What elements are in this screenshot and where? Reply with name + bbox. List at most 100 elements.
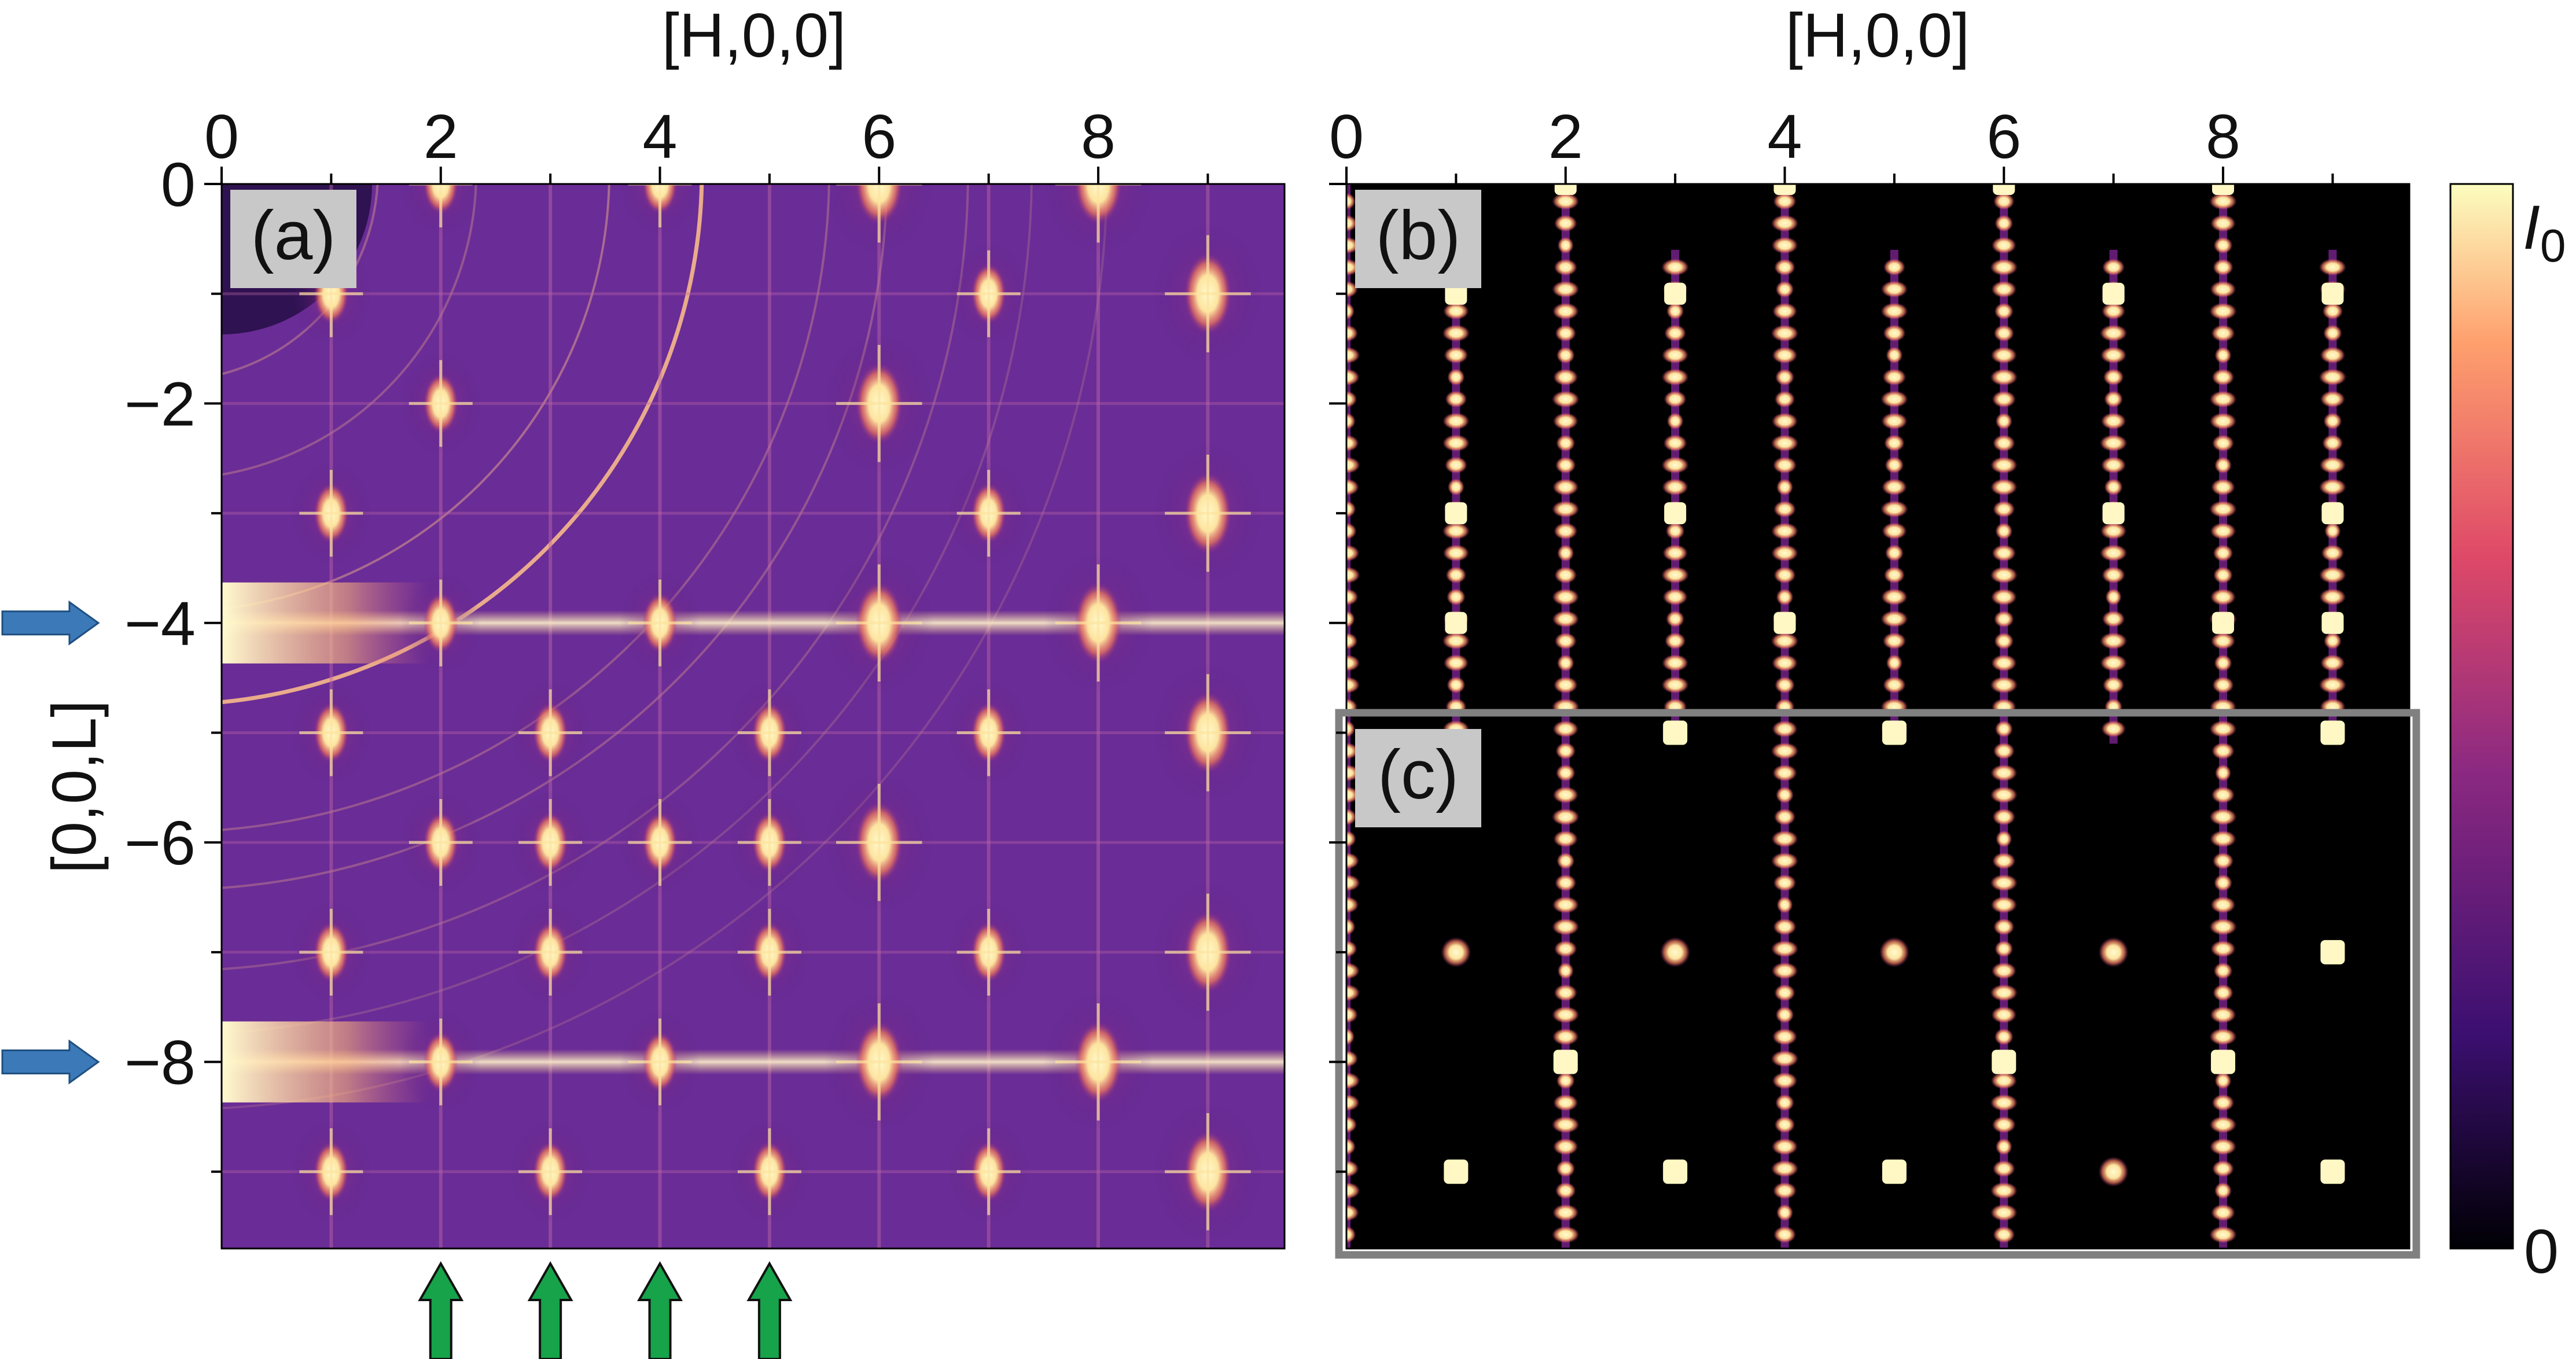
colorbar-min-label: 0 bbox=[2524, 1216, 2559, 1286]
rod-blob bbox=[1992, 544, 2016, 562]
rod-blob bbox=[1554, 940, 1577, 957]
bragg-square bbox=[1993, 184, 2015, 195]
rod-blob bbox=[2213, 544, 2233, 562]
rod-blob bbox=[1772, 347, 1798, 364]
rod-blob bbox=[1346, 984, 1360, 1001]
rod-blob bbox=[2099, 324, 2128, 342]
rod-blob bbox=[2210, 830, 2237, 848]
panel-b-x-tick-label: 4 bbox=[1767, 101, 1802, 171]
rod-blob bbox=[1881, 588, 1908, 606]
rod-blob bbox=[2319, 258, 2347, 276]
column-arrow bbox=[637, 1261, 683, 1359]
bragg-square bbox=[2320, 1159, 2345, 1184]
rod-blob bbox=[1556, 347, 1575, 364]
rod-blob bbox=[1551, 1116, 1580, 1133]
rod-blob bbox=[2319, 588, 2346, 606]
rod-blob bbox=[2213, 874, 2233, 892]
panel-b-xlabel: [H,0,0] bbox=[1786, 0, 1970, 70]
rod-blob bbox=[1552, 1204, 1579, 1221]
rod-blob bbox=[1990, 874, 2018, 892]
rod-blob bbox=[1555, 1182, 1576, 1199]
rod-blob bbox=[1990, 347, 2018, 364]
rod-blob bbox=[1774, 984, 1795, 1001]
rod-blob bbox=[1994, 940, 2014, 957]
rod-blob bbox=[1446, 588, 1466, 606]
rod-blob bbox=[2319, 478, 2347, 496]
bragg-square bbox=[2102, 282, 2125, 305]
colorbar-max-subscript: 0 bbox=[2540, 220, 2566, 271]
rod-blob bbox=[1990, 456, 2018, 474]
rod-blob bbox=[1990, 259, 2018, 276]
rod-blob bbox=[2214, 1072, 2232, 1089]
rod-blob bbox=[1442, 324, 1470, 342]
bragg-square bbox=[2321, 282, 2344, 305]
rod-blob bbox=[2212, 676, 2234, 694]
rod-blob bbox=[2209, 1116, 2237, 1133]
rod-blob bbox=[2105, 588, 2122, 606]
rod-blob bbox=[1776, 588, 1794, 606]
rod-blob bbox=[1992, 1116, 2016, 1133]
rod-blob bbox=[1661, 676, 1689, 694]
rod-blob bbox=[1664, 632, 1686, 650]
small-peak bbox=[2098, 937, 2129, 967]
rod-blob bbox=[1346, 830, 1357, 848]
panel-a-x-tick-label: 0 bbox=[204, 101, 239, 171]
bragg-square bbox=[1554, 184, 1577, 195]
rod-blob bbox=[1661, 346, 1689, 364]
rod-blob bbox=[1346, 413, 1356, 430]
rod-blob bbox=[2211, 478, 2236, 496]
rod-blob bbox=[1990, 1204, 2018, 1221]
rod-blob bbox=[1552, 193, 1580, 210]
rod-blob bbox=[2211, 1160, 2235, 1177]
rod-blob bbox=[1346, 500, 1356, 518]
rod-blob bbox=[1773, 193, 1797, 210]
rod-blob bbox=[1994, 215, 2014, 232]
rod-blob bbox=[1346, 1094, 1360, 1111]
rod-blob bbox=[1992, 1160, 2015, 1177]
rod-blob bbox=[1552, 588, 1580, 606]
rod-blob bbox=[1346, 1204, 1359, 1221]
rod-blob bbox=[1773, 500, 1797, 518]
rod-blob bbox=[1553, 676, 1578, 694]
rod-blob bbox=[1776, 478, 1794, 496]
panel-c-box bbox=[1335, 709, 2420, 1259]
rod-blob bbox=[1882, 522, 1907, 540]
rod-blob bbox=[1774, 676, 1795, 694]
rod-blob bbox=[1346, 962, 1360, 979]
panel-b-label-box bbox=[1355, 190, 1481, 288]
panel-a-label-box bbox=[230, 190, 356, 288]
rod-blob bbox=[2103, 368, 2124, 386]
rod-blob bbox=[2319, 368, 2347, 386]
rod-blob bbox=[1346, 1072, 1360, 1089]
rod-blob bbox=[1993, 325, 2015, 342]
rod-blob bbox=[1775, 1094, 1795, 1111]
rod-blob bbox=[2209, 1138, 2237, 1155]
rod-blob bbox=[1990, 1182, 2018, 1199]
rod-blob bbox=[1346, 369, 1360, 386]
colorbar: I0 0 bbox=[2449, 183, 2566, 1286]
rod-blob bbox=[1996, 830, 2012, 848]
rod-blob bbox=[1346, 1006, 1358, 1023]
panel-a-x-tick-label: 2 bbox=[424, 101, 458, 171]
rod-blob bbox=[1773, 566, 1796, 584]
bragg-square bbox=[2321, 612, 2344, 634]
rod-blob bbox=[1552, 896, 1579, 914]
column-arrow bbox=[527, 1261, 573, 1359]
rod-blob bbox=[2211, 369, 2235, 386]
rod-blob bbox=[1443, 654, 1469, 672]
rod-blob bbox=[1883, 434, 1905, 452]
panel-a-x-tick-label: 4 bbox=[642, 101, 677, 171]
rod-blob bbox=[1662, 478, 1688, 496]
rod-blob bbox=[1771, 1050, 1799, 1067]
rod-blob bbox=[2214, 654, 2232, 672]
rod-blob bbox=[1881, 412, 1908, 430]
panel-a-label: (a) bbox=[230, 190, 356, 288]
rod-blob bbox=[1772, 1182, 1797, 1199]
colorbar-gradient bbox=[2449, 183, 2514, 1250]
rod-blob bbox=[2323, 324, 2342, 342]
rod-blob bbox=[2324, 522, 2341, 540]
rod-blob bbox=[1551, 1006, 1580, 1023]
rod-blob bbox=[1991, 237, 2016, 254]
row-arrow bbox=[1, 1039, 100, 1085]
